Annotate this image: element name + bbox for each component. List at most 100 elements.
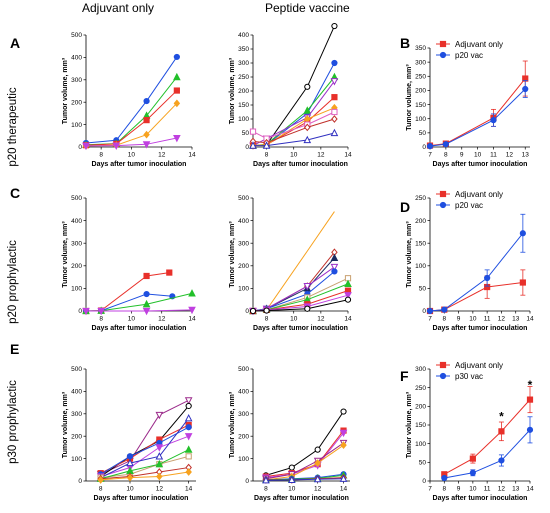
x-tick-label: 14 [526, 486, 534, 493]
data-point [304, 305, 311, 312]
y-tick-label: 500 [71, 195, 82, 202]
x-tick-label: 11 [484, 486, 491, 493]
series-line [265, 430, 344, 478]
legend-marker [439, 372, 447, 380]
y-tick-label: 250 [415, 73, 426, 80]
y-tick-label: 50 [419, 130, 427, 137]
data-point [173, 99, 181, 108]
data-point [339, 429, 348, 438]
data-point [143, 117, 150, 124]
y-tick-label: 0 [245, 478, 249, 485]
y-tick-label: 0 [245, 144, 249, 151]
data-point [173, 87, 180, 94]
data-point [498, 457, 505, 464]
x-tick-label: 12 [158, 152, 166, 159]
data-point [184, 397, 193, 405]
data-point [126, 473, 134, 482]
y-tick-label: 300 [71, 77, 82, 84]
x-axis-title: Days after tumor inoculation [433, 495, 528, 502]
y-tick-label: 100 [238, 286, 249, 293]
significance-mark: * [499, 409, 504, 423]
data-point [340, 408, 347, 415]
x-axis-title: Days after tumor inoculation [433, 325, 528, 332]
x-tick-label: 7 [428, 486, 432, 493]
data-point [331, 22, 338, 30]
data-point [288, 464, 295, 471]
x-tick-label: 10 [128, 152, 136, 159]
series-line [252, 266, 335, 312]
y-tick-label: 100 [71, 456, 82, 463]
data-point [314, 459, 321, 467]
legend-label: Adjuvant only [455, 190, 503, 199]
x-tick-label: 10 [290, 316, 298, 323]
series-6 [96, 413, 193, 481]
series-line [85, 76, 178, 146]
x-tick-label: 14 [526, 316, 534, 323]
legend-label: p20 vac [455, 51, 483, 60]
series-line [85, 137, 177, 147]
series-line [265, 478, 344, 481]
data-point [262, 476, 270, 484]
legend-label: Adjuvant only [455, 40, 503, 49]
data-point [344, 279, 352, 287]
data-point [97, 307, 105, 316]
x-tick-label: 14 [340, 486, 348, 493]
x-axis-title: Days after tumor inoculation [254, 495, 349, 502]
y-tick-label: 0 [78, 478, 82, 485]
series-2 [441, 416, 534, 482]
series-line [265, 432, 344, 479]
x-tick-label: 13 [512, 486, 520, 493]
y-tick-label: 350 [415, 45, 426, 52]
x-tick-label: 11 [484, 316, 491, 323]
data-point [314, 446, 321, 453]
x-tick-label: 8 [442, 486, 446, 493]
y-tick-label: 200 [238, 88, 249, 95]
x-tick-label: 10 [126, 486, 134, 493]
y-tick-label: 0 [422, 144, 426, 151]
data-point [287, 475, 296, 483]
panel-letter: C [10, 185, 20, 201]
y-tick-label: 200 [238, 263, 249, 270]
series-10 [97, 468, 192, 484]
y-tick-label: 50 [419, 286, 427, 293]
column-title-adjuvant: Adjuvant only [82, 1, 154, 15]
data-point [184, 445, 193, 453]
data-point [331, 94, 338, 101]
x-tick-label: 10 [474, 152, 482, 159]
x-tick-label: 8 [265, 316, 269, 323]
x-axis-title: Days after tumor inoculation [92, 161, 187, 168]
y-tick-label: 300 [238, 60, 249, 67]
series-line [252, 211, 335, 312]
data-point [263, 307, 270, 314]
series-line [100, 471, 189, 481]
data-point [344, 292, 352, 300]
data-point [344, 296, 352, 303]
y-tick-label: 0 [422, 308, 426, 315]
data-point [490, 117, 497, 124]
data-point [142, 307, 151, 316]
x-tick-label: 12 [314, 486, 322, 493]
y-tick-label: 200 [71, 99, 82, 106]
series-2 [426, 80, 529, 150]
data-point [142, 299, 151, 308]
data-point [156, 472, 163, 481]
row-label-p20-prophylactic: p20 prophylactic [7, 240, 19, 324]
series-8 [96, 445, 193, 482]
x-tick-label: 10 [288, 486, 296, 493]
data-point [441, 474, 448, 482]
series-line [252, 111, 335, 140]
legend-marker [439, 361, 447, 369]
data-point [185, 453, 192, 460]
panel-letter: B [400, 35, 410, 51]
series-line [85, 56, 178, 144]
y-tick-label: 0 [78, 308, 82, 315]
x-tick-label: 7 [428, 316, 432, 323]
series-line [252, 118, 335, 144]
y-tick-label: 200 [71, 433, 82, 440]
data-point [112, 142, 121, 150]
data-point [522, 85, 529, 93]
series-line [444, 399, 531, 475]
x-tick-label: 8 [442, 316, 446, 323]
data-point [249, 141, 257, 149]
